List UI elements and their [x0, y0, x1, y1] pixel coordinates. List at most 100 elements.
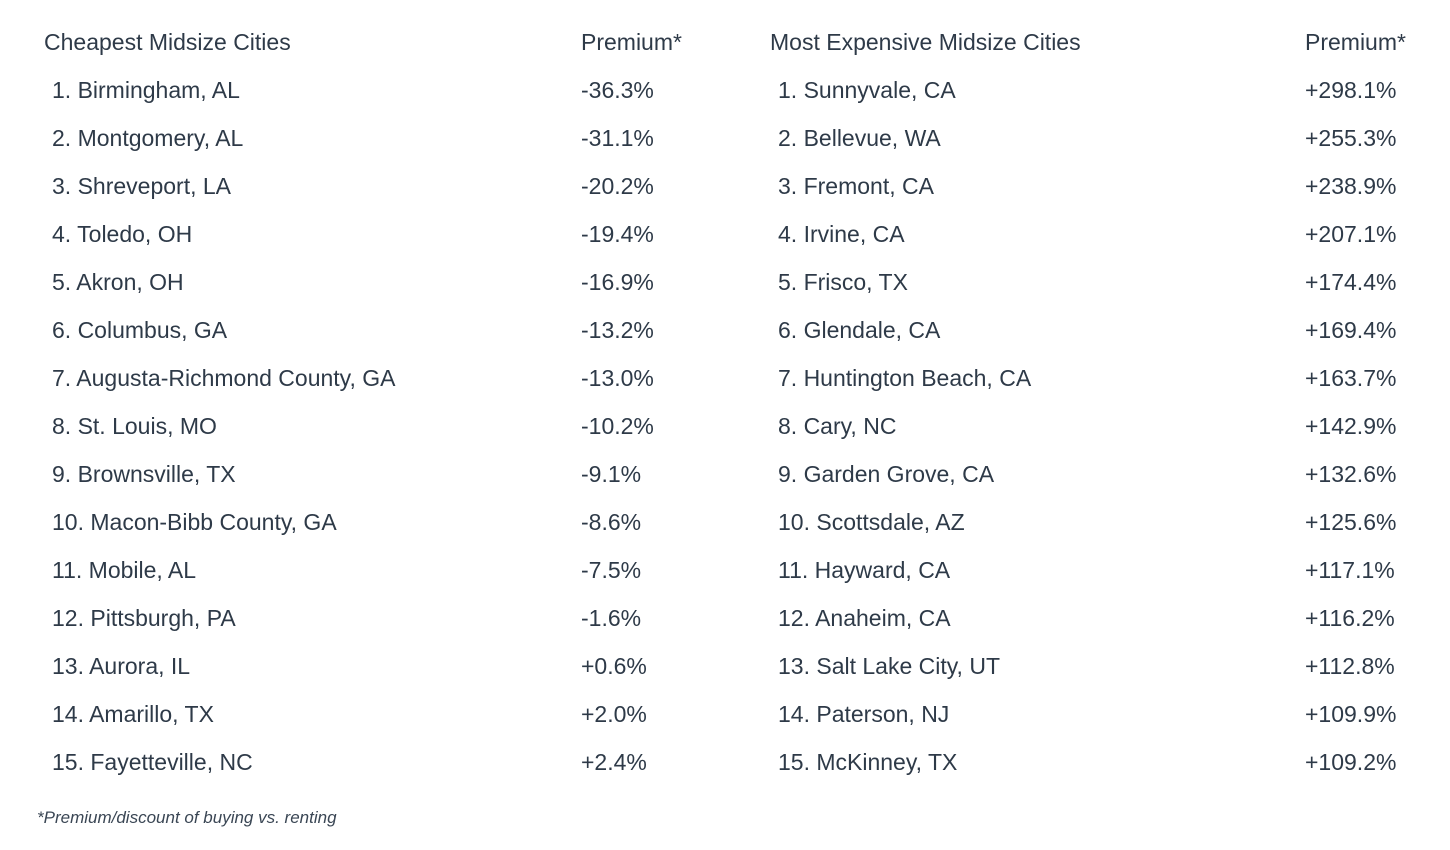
table-row: 4. Irvine, CA +207.1% [770, 210, 1430, 258]
premium-value: +109.2% [1305, 749, 1397, 775]
city-name: 11. Mobile, AL [52, 557, 197, 583]
premium-value: +163.7% [1305, 365, 1397, 391]
premium-value: +132.6% [1305, 461, 1397, 487]
table-row: 9. Garden Grove, CA +132.6% [770, 450, 1430, 498]
cheapest-premium-heading: Premium* [581, 29, 682, 55]
table-row: 6. Columbus, GA -13.2% [44, 306, 724, 354]
table-row: 14. Amarillo, TX +2.0% [44, 690, 724, 738]
premium-value: +207.1% [1305, 221, 1397, 247]
city-name: 9. Garden Grove, CA [778, 461, 995, 487]
city-name: 8. Cary, NC [778, 413, 897, 439]
city-name: 15. Fayetteville, NC [52, 749, 253, 775]
city-name: 11. Hayward, CA [778, 557, 951, 583]
table-row: 8. Cary, NC +142.9% [770, 402, 1430, 450]
city-name: 2. Montgomery, AL [52, 125, 244, 151]
city-name: 4. Irvine, CA [778, 221, 905, 247]
city-name: 9. Brownsville, TX [52, 461, 236, 487]
table-row: 13. Aurora, IL +0.6% [44, 642, 724, 690]
city-name: 6. Columbus, GA [52, 317, 228, 343]
table-row: 13. Salt Lake City, UT +112.8% [770, 642, 1430, 690]
premium-value: +117.1% [1305, 557, 1395, 583]
expensive-table-header: Most Expensive Midsize Cities Premium* [770, 18, 1430, 66]
table-row: 12. Anaheim, CA +116.2% [770, 594, 1430, 642]
premium-value: +125.6% [1305, 509, 1397, 535]
table-row: 10. Macon-Bibb County, GA -8.6% [44, 498, 724, 546]
city-name: 13. Aurora, IL [52, 653, 191, 679]
table-row: 10. Scottsdale, AZ +125.6% [770, 498, 1430, 546]
city-name: 6. Glendale, CA [778, 317, 941, 343]
city-name: 2. Bellevue, WA [778, 125, 941, 151]
city-name: 5. Akron, OH [52, 269, 184, 295]
table-row: 3. Fremont, CA +238.9% [770, 162, 1430, 210]
premium-value: -8.6% [581, 509, 642, 535]
city-name: 14. Paterson, NJ [778, 701, 950, 727]
table-row: 2. Montgomery, AL -31.1% [44, 114, 724, 162]
premium-value: +142.9% [1305, 413, 1397, 439]
premium-value: -1.6% [581, 605, 642, 631]
city-name: 1. Sunnyvale, CA [778, 77, 956, 103]
cheapest-cities-table: Cheapest Midsize Cities Premium* 1. Birm… [44, 18, 724, 786]
city-name: 3. Shreveport, LA [52, 173, 231, 199]
expensive-rows: 1. Sunnyvale, CA +298.1% 2. Bellevue, WA +2… [770, 66, 1430, 786]
premium-value: +112.8% [1305, 653, 1395, 679]
table-row: 11. Hayward, CA +117.1% [770, 546, 1430, 594]
city-name: 4. Toledo, OH [52, 221, 193, 247]
cheapest-heading: Cheapest Midsize Cities [44, 29, 291, 55]
city-name: 12. Pittsburgh, PA [52, 605, 236, 631]
table-row: 1. Birmingham, AL -36.3% [44, 66, 724, 114]
table-row: 4. Toledo, OH -19.4% [44, 210, 724, 258]
city-name: 10. Macon-Bibb County, GA [52, 509, 337, 535]
table-row: 15. McKinney, TX +109.2% [770, 738, 1430, 786]
premium-value: -13.0% [581, 365, 654, 391]
premium-value: -10.2% [581, 413, 654, 439]
table-row: 2. Bellevue, WA +255.3% [770, 114, 1430, 162]
premium-value: +0.6% [581, 653, 647, 679]
table-row: 12. Pittsburgh, PA -1.6% [44, 594, 724, 642]
table-row: 5. Akron, OH -16.9% [44, 258, 724, 306]
city-name: 14. Amarillo, TX [52, 701, 214, 727]
premium-value: +255.3% [1305, 125, 1397, 151]
table-row: 6. Glendale, CA +169.4% [770, 306, 1430, 354]
table-row: 5. Frisco, TX +174.4% [770, 258, 1430, 306]
city-name: 7. Huntington Beach, CA [778, 365, 1032, 391]
premium-value: -36.3% [581, 77, 654, 103]
premium-value: +174.4% [1305, 269, 1397, 295]
premium-value: +298.1% [1305, 77, 1397, 103]
premium-value: -20.2% [581, 173, 654, 199]
table-row: 7. Augusta-Richmond County, GA -13.0% [44, 354, 724, 402]
cheapest-table-header: Cheapest Midsize Cities Premium* [44, 18, 724, 66]
table-row: 8. St. Louis, MO -10.2% [44, 402, 724, 450]
city-name: 8. St. Louis, MO [52, 413, 217, 439]
premium-value: +2.0% [581, 701, 647, 727]
table-row: 1. Sunnyvale, CA +298.1% [770, 66, 1430, 114]
city-name: 12. Anaheim, CA [778, 605, 951, 631]
table-row: 7. Huntington Beach, CA +163.7% [770, 354, 1430, 402]
expensive-cities-table: Most Expensive Midsize Cities Premium* 1… [770, 18, 1430, 786]
premium-value: +169.4% [1305, 317, 1397, 343]
table-row: 3. Shreveport, LA -20.2% [44, 162, 724, 210]
city-name: 3. Fremont, CA [778, 173, 934, 199]
premium-value: -13.2% [581, 317, 654, 343]
premium-value: -16.9% [581, 269, 654, 295]
premium-value: -7.5% [581, 557, 642, 583]
table-row: 15. Fayetteville, NC +2.4% [44, 738, 724, 786]
table-row: 14. Paterson, NJ +109.9% [770, 690, 1430, 738]
premium-value: -31.1% [581, 125, 654, 151]
expensive-premium-heading: Premium* [1305, 29, 1406, 55]
premium-value: +109.9% [1305, 701, 1397, 727]
table-row: 9. Brownsville, TX -9.1% [44, 450, 724, 498]
table-row: 11. Mobile, AL -7.5% [44, 546, 724, 594]
city-name: 13. Salt Lake City, UT [778, 653, 1000, 679]
premium-value: +2.4% [581, 749, 647, 775]
premium-value: -19.4% [581, 221, 654, 247]
expensive-heading: Most Expensive Midsize Cities [770, 29, 1081, 55]
city-name: 10. Scottsdale, AZ [778, 509, 965, 535]
premium-value: +116.2% [1305, 605, 1395, 631]
city-name: 15. McKinney, TX [778, 749, 958, 775]
footnote: *Premium/discount of buying vs. renting [37, 808, 337, 827]
cheapest-rows: 1. Birmingham, AL -36.3% 2. Montgomery, AL… [44, 66, 724, 786]
city-name: 5. Frisco, TX [778, 269, 908, 295]
premium-value: -9.1% [581, 461, 642, 487]
city-name: 1. Birmingham, AL [52, 77, 240, 103]
